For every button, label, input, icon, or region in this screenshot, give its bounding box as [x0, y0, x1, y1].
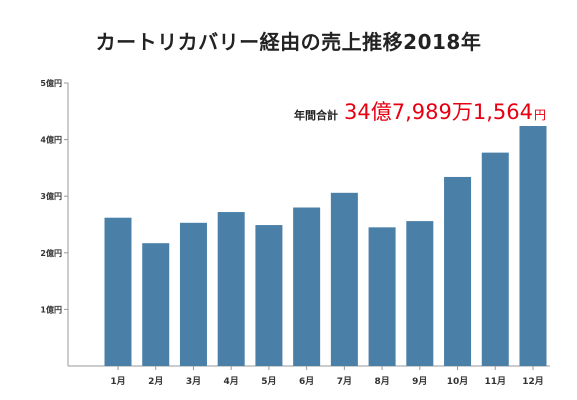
bar	[217, 212, 245, 366]
annual-total-part: 億	[370, 100, 392, 124]
annual-total-part: 円	[533, 108, 546, 122]
annual-total-label: 年間合計	[294, 109, 338, 122]
annual-total-part: 34	[344, 100, 371, 124]
x-tick-label: 8月	[374, 376, 389, 387]
x-tick-label: 7月	[337, 376, 352, 387]
bar	[255, 225, 283, 366]
bar	[293, 207, 321, 366]
bar	[368, 227, 396, 366]
x-tick-label: 11月	[485, 376, 507, 387]
bar	[330, 192, 358, 366]
x-tick-label: 5月	[261, 376, 276, 387]
bar	[444, 176, 472, 366]
x-tick-label: 6月	[299, 376, 314, 387]
x-tick-label: 9月	[412, 376, 427, 387]
x-tick-label: 4月	[224, 376, 239, 387]
x-tick-label: 3月	[186, 376, 201, 387]
x-tick-label: 12月	[522, 376, 544, 387]
x-tick-label: 1月	[110, 376, 125, 387]
y-tick-labels: 1億円 2億円 3億円 4億円 5億円	[40, 78, 62, 314]
x-tick-label: 2月	[148, 376, 163, 387]
bar	[406, 221, 434, 366]
annual-total-part: 7,989	[391, 100, 452, 124]
y-tick-label: 1億円	[40, 304, 62, 314]
y-tick-label: 4億円	[40, 135, 62, 145]
annual-total-amount: 34億7,989万1,564円	[344, 96, 547, 126]
bar	[104, 217, 132, 366]
y-tick-label: 5億円	[40, 78, 62, 88]
y-tick-label: 3億円	[40, 191, 62, 201]
bars	[104, 126, 547, 367]
x-tick-labels: 1月 2月 3月 4月 5月 6月 7月 8月 9月 10月 11月 12月	[110, 376, 543, 387]
y-tick-label: 2億円	[40, 248, 62, 258]
chart-title: カートリカバリー経由の売上推移2018年	[95, 30, 482, 54]
annual-total: 年間合計 34億7,989万1,564円	[294, 96, 547, 126]
bar	[179, 222, 207, 366]
x-tick-label: 10月	[447, 376, 469, 387]
bar	[142, 243, 170, 366]
annual-total-part: 1,564	[472, 100, 533, 124]
bar	[519, 126, 547, 367]
bar	[481, 152, 509, 366]
annual-total-part: 万	[451, 100, 473, 124]
